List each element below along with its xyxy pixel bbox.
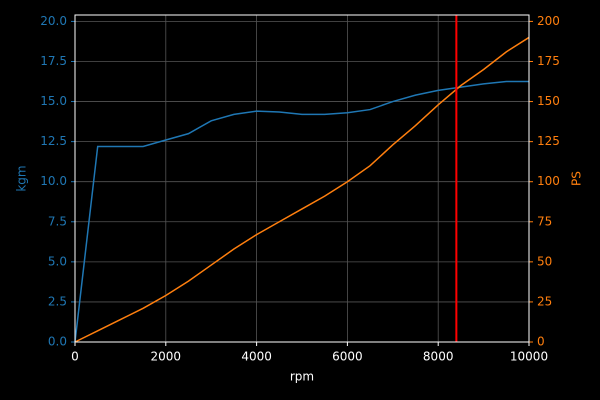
y2-tick-label: 100	[537, 174, 560, 188]
x-tick-label: 4000	[241, 350, 272, 364]
y2-tick-label: 125	[537, 134, 560, 148]
y2-axis-label: PS	[570, 171, 584, 186]
y-tick-label: 15.0	[40, 94, 67, 108]
x-tick-label: 2000	[151, 350, 182, 364]
y2-tick-label: 200	[537, 14, 560, 28]
y-tick-label: 10.0	[40, 174, 67, 188]
x-tick-label: 10000	[510, 350, 548, 364]
y-tick-label: 0.0	[48, 335, 67, 349]
y-tick-label: 5.0	[48, 254, 67, 268]
y-tick-label: 12.5	[40, 134, 67, 148]
x-tick-label: 6000	[332, 350, 363, 364]
y2-tick-label: 0	[537, 335, 545, 349]
y-tick-label: 20.0	[40, 14, 67, 28]
plot-frame	[74, 14, 530, 343]
series-line	[74, 80, 529, 343]
series-line	[74, 36, 530, 343]
y-tick-label: 2.5	[48, 294, 67, 308]
y-tick-label: 17.5	[40, 54, 67, 68]
y-axis-label: kgm	[15, 165, 29, 191]
y2-tick-label: 150	[537, 94, 560, 108]
y2-tick-label: 25	[537, 294, 552, 308]
x-tick-label: 0	[71, 350, 79, 364]
y-tick-label: 7.5	[48, 214, 67, 228]
y2-tick-label: 175	[537, 54, 560, 68]
y2-tick-label: 50	[537, 254, 552, 268]
x-tick-label: 8000	[423, 350, 454, 364]
y2-tick-label: 75	[537, 214, 552, 228]
x-axis-label: rpm	[290, 370, 314, 384]
